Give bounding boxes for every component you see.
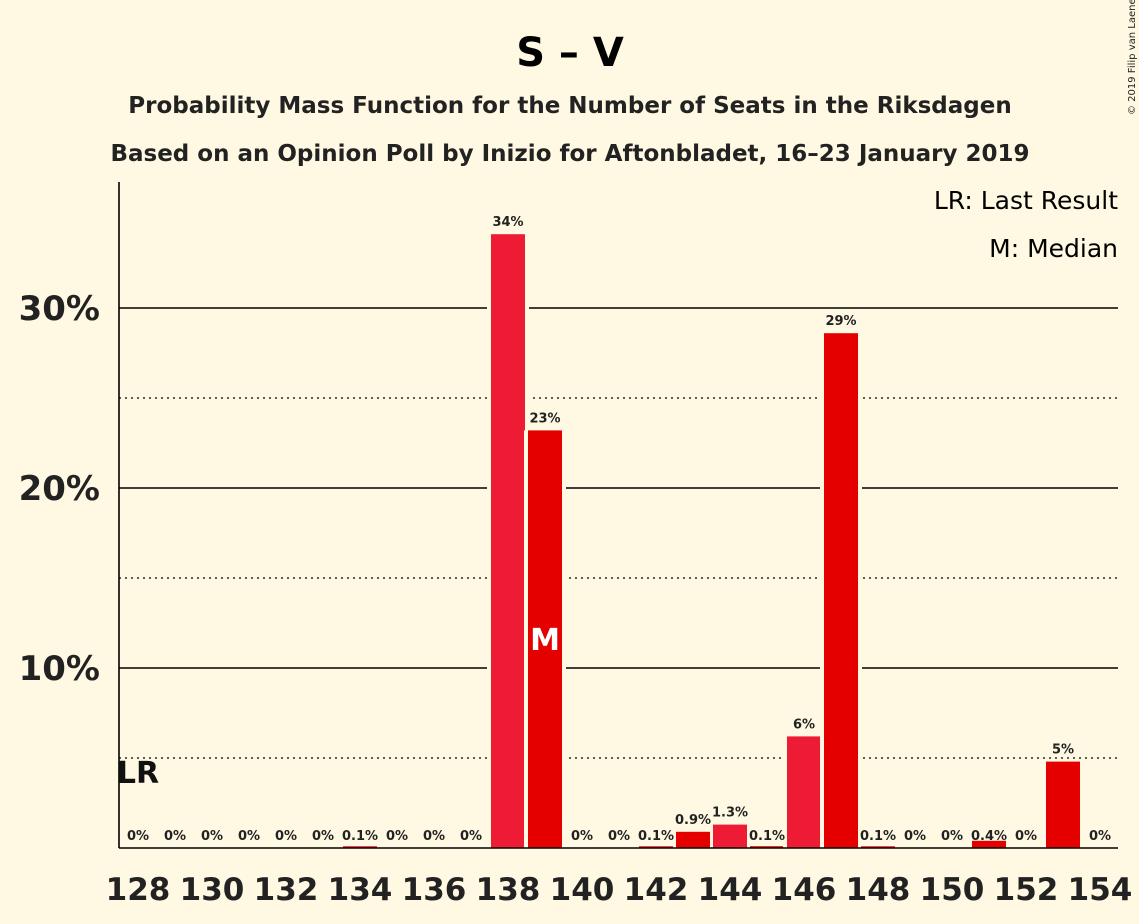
bar <box>787 736 821 848</box>
data-label: 0.1% <box>860 829 896 844</box>
legend-last-result: LR: Last Result <box>934 186 1118 215</box>
bar <box>861 846 895 848</box>
bar <box>676 831 710 848</box>
data-label: 29% <box>825 314 856 329</box>
gridlines <box>119 307 1118 759</box>
median-marker: M <box>530 623 560 658</box>
chart-subtitle-1: Probability Mass Function for the Number… <box>128 93 1011 119</box>
bar <box>972 840 1006 848</box>
data-labels: 0% 0% 0% 0% 0% 0% 0.1% 0% 0% 0%34%23%0% 0% 0.1%0.9%… <box>117 215 1111 844</box>
x-tick-label: 150 <box>920 872 985 908</box>
data-label: 0% <box>1089 829 1111 844</box>
bars <box>343 234 1084 848</box>
data-label: 6% <box>793 717 815 732</box>
bar <box>1046 761 1080 848</box>
bar <box>713 824 747 848</box>
x-tick-label: 144 <box>698 872 763 908</box>
data-label: 0% <box>312 829 334 844</box>
data-label: 0% <box>1015 829 1037 844</box>
y-tick-label: 10% <box>19 649 100 689</box>
x-tick-label: 134 <box>328 872 393 908</box>
copyright-text: © 2019 Filip van Laenen <box>1127 0 1138 115</box>
x-tick-label: 128 <box>106 872 171 908</box>
x-tick-label: 154 <box>1068 872 1133 908</box>
axes: 10%20%30%128 130 132 134 136 138 140 142 144 146 1… <box>19 182 1133 908</box>
data-label: 0% <box>127 829 149 844</box>
data-label: 0.1% <box>342 829 378 844</box>
data-label: 0% <box>386 829 408 844</box>
data-label: 0.1% <box>749 829 785 844</box>
bar <box>824 333 858 848</box>
data-label: 0% <box>238 829 260 844</box>
data-label: 0% <box>201 829 223 844</box>
x-tick-label: 152 <box>994 872 1059 908</box>
bar <box>639 846 673 848</box>
bar <box>491 234 525 848</box>
data-label: 5% <box>1052 743 1074 758</box>
data-label: 0% <box>571 829 593 844</box>
data-label: 0% <box>423 829 445 844</box>
data-label: 1.3% <box>712 806 748 821</box>
x-tick-label: 140 <box>550 872 615 908</box>
x-tick-label: 146 <box>772 872 837 908</box>
data-label: 0.1% <box>638 829 674 844</box>
last-result-marker: LR <box>117 756 159 791</box>
data-label: 0.4% <box>971 829 1007 844</box>
y-tick-label: 30% <box>19 289 100 329</box>
chart-subtitle-2: Based on an Opinion Poll by Inizio for A… <box>110 141 1029 167</box>
bar <box>528 430 562 848</box>
data-label: 0% <box>904 829 926 844</box>
chart-title: S – V <box>516 30 624 76</box>
data-label: 0% <box>608 829 630 844</box>
bar <box>750 846 784 848</box>
x-tick-label: 138 <box>476 872 541 908</box>
data-label: 23% <box>529 411 560 426</box>
x-tick-label: 148 <box>846 872 911 908</box>
x-tick-label: 132 <box>254 872 319 908</box>
data-label: 0% <box>460 829 482 844</box>
y-tick-label: 20% <box>19 469 100 509</box>
x-tick-label: 142 <box>624 872 689 908</box>
data-label: 34% <box>492 215 523 230</box>
data-label: 0.9% <box>675 813 711 828</box>
data-label: 0% <box>275 829 297 844</box>
x-tick-label: 130 <box>180 872 245 908</box>
data-label: 0% <box>941 829 963 844</box>
x-tick-label: 136 <box>402 872 467 908</box>
bar <box>343 846 377 848</box>
legend-median: M: Median <box>989 234 1118 263</box>
data-label: 0% <box>164 829 186 844</box>
